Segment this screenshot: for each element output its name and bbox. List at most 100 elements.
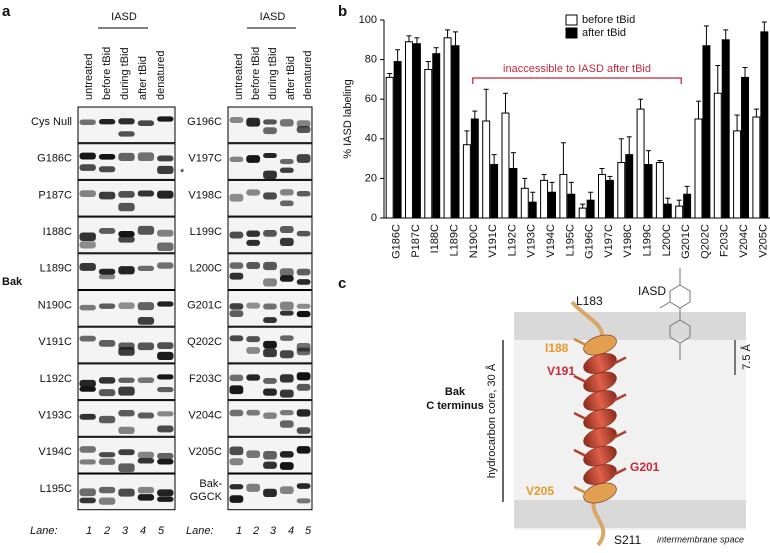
gel-band (246, 336, 261, 343)
row-label: G186C (37, 153, 72, 165)
gel-band (246, 374, 261, 381)
lane-number: 2 (252, 525, 259, 537)
gel-band (263, 488, 277, 497)
gel-band (157, 242, 174, 252)
gel-band (98, 415, 116, 424)
x-tick-label: N190C (468, 224, 480, 258)
y-tick-label: 80 (365, 54, 377, 66)
gel-band (296, 372, 311, 381)
bar (605, 179, 614, 219)
x-tick-label: L199C (641, 224, 653, 256)
bar (675, 205, 684, 219)
row-label: F203C (189, 373, 222, 385)
gel-band (157, 165, 174, 174)
bar (578, 207, 587, 219)
gel-band (246, 409, 261, 416)
side-chain (613, 393, 627, 402)
row-label: I188C (43, 226, 72, 238)
gel-band (279, 237, 294, 247)
bar (432, 53, 441, 219)
gel-band (79, 119, 96, 125)
gel-band (118, 152, 135, 162)
bar (509, 168, 518, 219)
protein-label: Bak (2, 276, 23, 288)
gel-band (263, 127, 277, 135)
bar (567, 193, 576, 219)
gel-band (118, 347, 135, 356)
gel-band (79, 164, 96, 171)
side-chain (573, 337, 587, 347)
gel-band (137, 152, 155, 162)
gel-band (79, 497, 96, 504)
gel-band (137, 494, 155, 501)
row-label: Cys Null (31, 116, 72, 128)
core-label: hydrocarbon core, 30 Å (485, 363, 498, 478)
gel-band (137, 120, 155, 127)
gel-band (263, 192, 277, 200)
gel-band (157, 229, 174, 237)
gel-band (79, 379, 96, 388)
gel-band (246, 189, 261, 196)
gel-band (157, 262, 174, 269)
gel-band (137, 265, 155, 271)
probe-label: IASD (638, 284, 666, 298)
bar (655, 162, 664, 219)
gel-band (98, 458, 116, 465)
gel-band (79, 263, 96, 271)
x-tick-label: G186C (391, 224, 403, 259)
bar (412, 43, 421, 219)
row-label: V197C (188, 153, 222, 165)
lane-number: 4 (140, 525, 146, 537)
gel-band (246, 230, 261, 237)
bar (644, 164, 653, 219)
gel-band (279, 200, 294, 207)
side-chain (573, 411, 587, 421)
legend-swatch (565, 27, 578, 39)
legend-label: after tBid (582, 27, 626, 39)
gel-band (79, 152, 96, 160)
gel-band (137, 302, 155, 311)
gel-band (279, 389, 294, 398)
gel-band (279, 301, 294, 311)
gel-band (246, 450, 261, 459)
bar (501, 112, 510, 219)
lane-number: 5 (158, 525, 165, 537)
condition-label: denatured (155, 50, 167, 100)
gel-band (118, 302, 135, 309)
x-tick-label: L192C (506, 224, 518, 256)
gel-band (98, 497, 116, 505)
gel-band (263, 303, 277, 310)
lane-number: 1 (86, 525, 92, 537)
bar (393, 61, 402, 219)
gel-band (79, 459, 96, 465)
gel-band (279, 420, 294, 428)
y-tick-label: 40 (365, 133, 377, 145)
structure-title: C terminus (426, 400, 483, 412)
gel-band (229, 409, 244, 417)
x-tick-label: L189C (448, 224, 460, 256)
side-chain (613, 356, 627, 365)
gel-band (279, 159, 294, 165)
gel-band (229, 193, 244, 202)
gel-band (79, 335, 96, 342)
bar (721, 39, 730, 219)
y-tick-label: 60 (365, 93, 377, 105)
condition-label: during tBid (267, 47, 279, 100)
gel-band (157, 351, 174, 360)
condition-label: before tBid (101, 47, 113, 100)
gel-band (229, 156, 244, 163)
gel-band (263, 412, 277, 419)
bar (617, 162, 626, 219)
gel-band (98, 486, 116, 494)
gel-band (246, 239, 261, 246)
row-label: Bak- (199, 478, 222, 490)
gel-band (118, 230, 135, 238)
condition-label: after tBid (137, 56, 149, 100)
row-label: P187C (38, 189, 72, 201)
gel-band (263, 278, 277, 287)
bar (470, 118, 479, 219)
y-tick-label: 100 (359, 14, 377, 26)
gel-band (118, 488, 135, 497)
gel-band (137, 342, 155, 351)
